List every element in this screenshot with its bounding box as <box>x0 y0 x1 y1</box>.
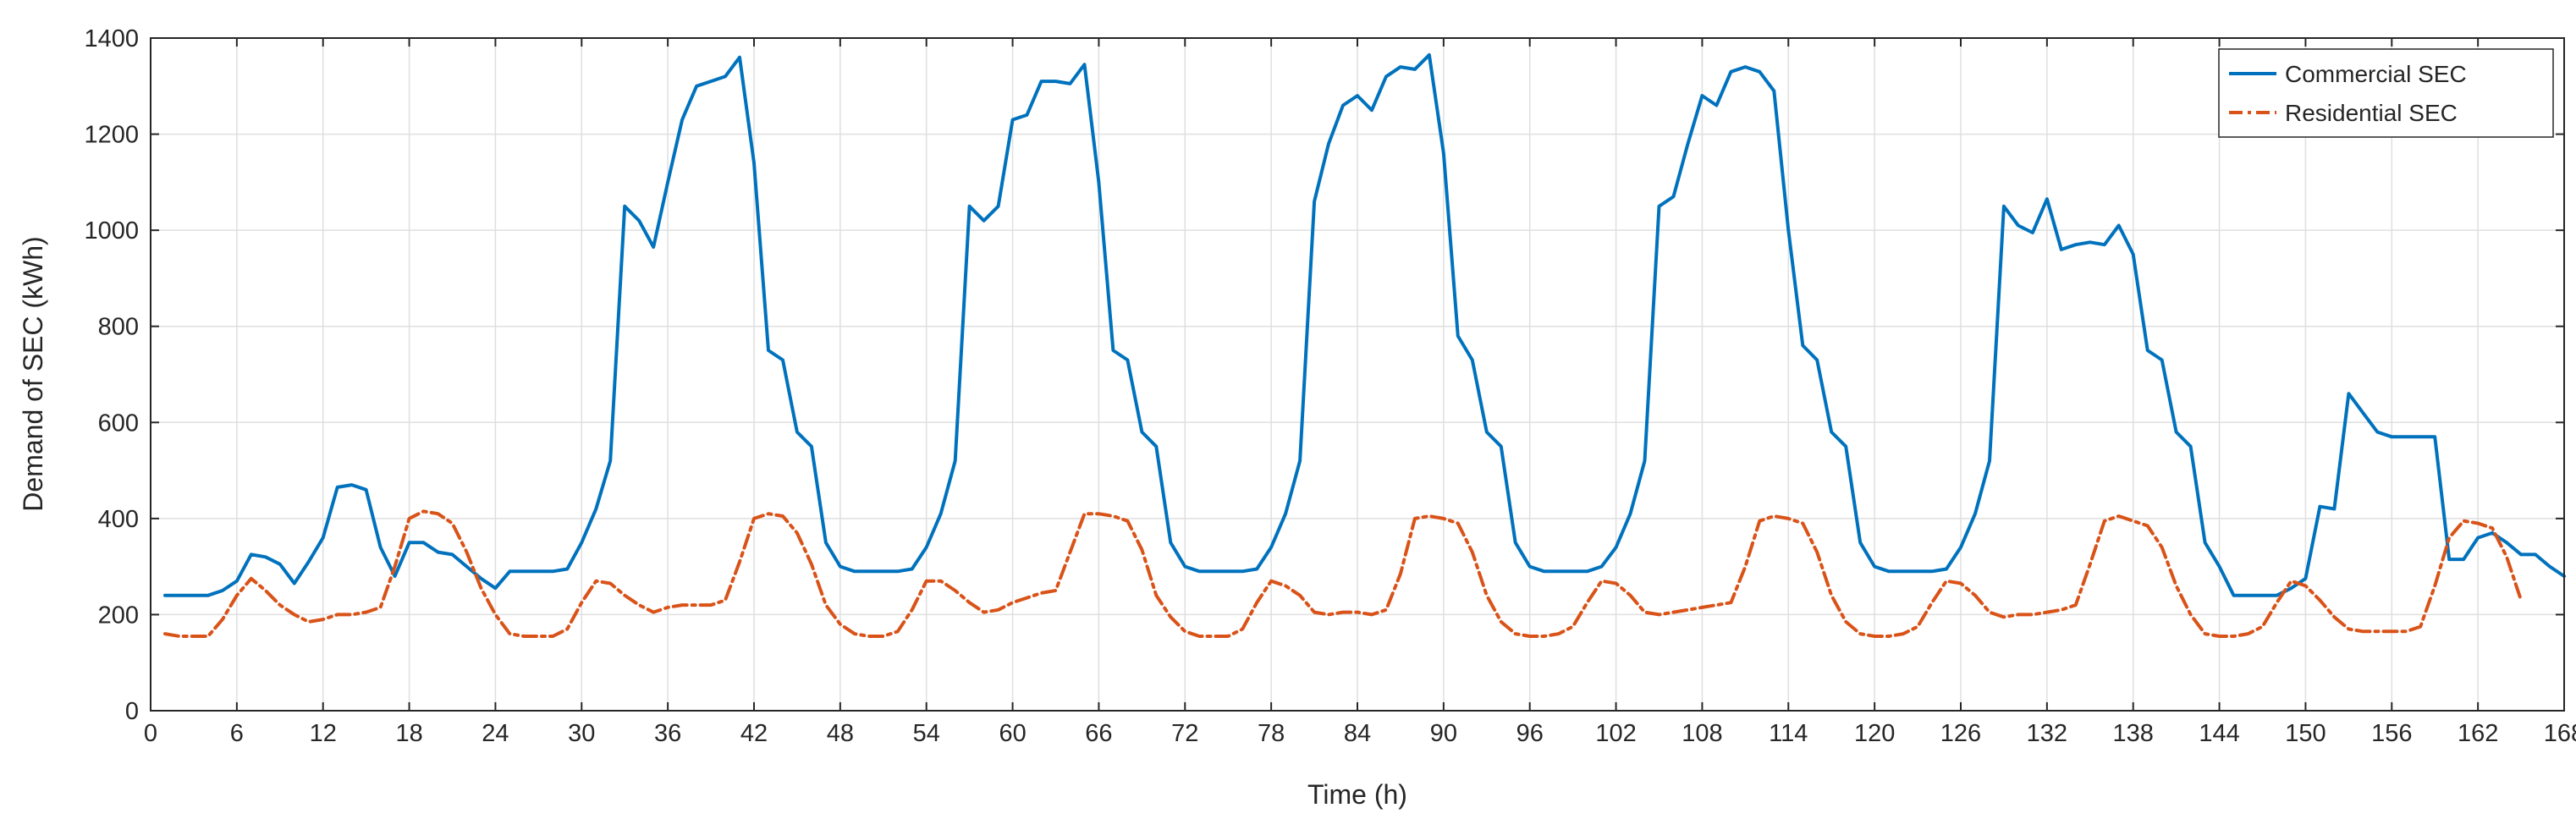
x-tick-label: 138 <box>2113 720 2154 747</box>
y-tick-label: 400 <box>98 506 139 533</box>
x-tick-label: 18 <box>395 720 422 747</box>
y-tick-label: 600 <box>98 410 139 437</box>
x-tick-label: 0 <box>144 720 157 747</box>
axis-ticks: 0 6 12 18 24 30 36 42 48 54 60 66 72 78 84 90 96 102 108 11… <box>84 25 2576 747</box>
x-tick-label: 144 <box>2199 720 2239 747</box>
grid-lines <box>150 37 2565 712</box>
x-tick-label: 102 <box>1595 720 1636 747</box>
x-tick-label: 90 <box>1430 720 1457 747</box>
x-tick-label: 96 <box>1516 720 1544 747</box>
x-tick-label: 132 <box>2027 720 2067 747</box>
legend-label-residential: Residential SEC <box>2285 100 2458 126</box>
x-tick-label: 84 <box>1344 720 1371 747</box>
x-tick-label: 78 <box>1258 720 1285 747</box>
y-axis-label: Demand of SEC (kWh) <box>18 236 48 511</box>
x-tick-label: 126 <box>1940 720 1981 747</box>
y-tick-label: 0 <box>125 698 139 725</box>
x-tick-label: 54 <box>913 720 940 747</box>
x-tick-label: 24 <box>482 720 509 747</box>
y-tick-label: 1000 <box>84 217 139 245</box>
x-tick-label: 36 <box>654 720 681 747</box>
x-tick-label: 30 <box>568 720 595 747</box>
x-tick-label: 12 <box>310 720 337 747</box>
y-tick-label: 1200 <box>84 122 139 149</box>
x-tick-label: 120 <box>1854 720 1895 747</box>
x-tick-label: 108 <box>1682 720 1722 747</box>
x-tick-label: 60 <box>999 720 1026 747</box>
x-tick-label: 156 <box>2371 720 2412 747</box>
x-tick-label: 168 <box>2544 720 2576 747</box>
x-tick-label: 150 <box>2285 720 2326 747</box>
series-line-residential-sec <box>163 509 2524 638</box>
y-tick-label: 1400 <box>84 25 139 52</box>
x-tick-label: 6 <box>230 720 244 747</box>
legend-box <box>2218 48 2554 138</box>
x-tick-label: 66 <box>1085 720 1112 747</box>
x-axis-label: Time (h) <box>1307 779 1407 810</box>
x-tick-label: 42 <box>740 720 768 747</box>
series-line-commercial-sec <box>163 52 2566 597</box>
y-tick-label: 200 <box>98 602 139 629</box>
y-tick-label: 800 <box>98 314 139 341</box>
x-tick-label: 114 <box>1769 720 1808 747</box>
x-tick-label: 48 <box>827 720 854 747</box>
legend: Commercial SEC Residential SEC <box>2218 48 2554 138</box>
series-layer <box>163 52 2566 638</box>
x-tick-label: 72 <box>1171 720 1198 747</box>
x-tick-label: 162 <box>2458 720 2498 747</box>
legend-label-commercial: Commercial SEC <box>2285 61 2467 87</box>
